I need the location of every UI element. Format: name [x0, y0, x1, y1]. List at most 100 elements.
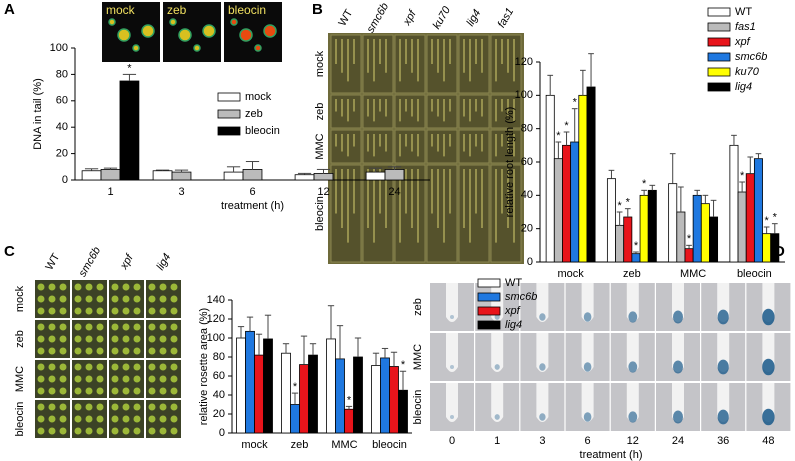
row-label: mock	[314, 50, 326, 77]
rosette	[170, 347, 178, 355]
column-label: xpf	[401, 8, 420, 28]
column-label: xpf	[118, 252, 137, 272]
stain	[762, 308, 775, 326]
y-tick-label: 40	[521, 189, 533, 201]
significance: *	[573, 97, 578, 109]
rosette	[37, 387, 45, 395]
stain	[762, 408, 775, 426]
error-bar	[245, 161, 260, 170]
rosette	[74, 283, 82, 291]
error-bar	[580, 69, 586, 96]
column-label: lig4	[154, 252, 173, 273]
rosette	[122, 427, 130, 435]
rosette	[74, 323, 82, 331]
y-tick-label: 20	[213, 408, 225, 420]
legend-swatch	[477, 306, 501, 316]
rosette	[48, 307, 56, 315]
rosette	[148, 363, 156, 371]
rosette	[37, 415, 45, 423]
rosette	[159, 387, 167, 395]
bar	[294, 174, 315, 181]
bar	[313, 172, 334, 181]
column-label: WT	[336, 7, 355, 28]
bar	[770, 233, 780, 263]
rosette	[37, 283, 45, 291]
x-tick-label: 1	[107, 186, 113, 198]
rosette	[148, 387, 156, 395]
bar	[119, 80, 140, 181]
rosette	[59, 347, 67, 355]
legend-swatch	[477, 292, 501, 302]
error-bar	[255, 333, 263, 356]
rosette	[170, 335, 178, 343]
rosette	[59, 295, 67, 303]
rosette	[159, 415, 167, 423]
error-bar	[678, 186, 684, 212]
bar	[762, 233, 772, 263]
x-tick-label: 3	[178, 186, 184, 198]
rosette	[96, 375, 104, 383]
root	[536, 283, 549, 322]
row-label: MMC	[14, 366, 26, 392]
rosette	[133, 387, 141, 395]
rosette	[96, 307, 104, 315]
error-bar	[309, 343, 317, 356]
bar	[236, 337, 246, 434]
y-tick-label: 80	[56, 68, 68, 80]
rosette	[111, 363, 119, 371]
rosette	[111, 347, 119, 355]
rosette	[133, 347, 141, 355]
bar	[753, 158, 763, 263]
error-bar	[624, 208, 631, 217]
rosette	[48, 323, 56, 331]
root	[491, 383, 504, 422]
row-label: bleocin	[412, 390, 424, 425]
rosette	[170, 363, 178, 371]
rosette	[85, 347, 93, 355]
legend-swatch	[477, 278, 501, 288]
error-bar	[669, 153, 676, 184]
x-tick-label: MMC	[331, 439, 357, 451]
significance: *	[634, 240, 639, 252]
error-bar	[264, 314, 272, 339]
error-bar	[390, 351, 398, 367]
rosette	[59, 427, 67, 435]
error-bar	[633, 251, 639, 254]
rosette	[111, 403, 119, 411]
bar	[553, 158, 563, 263]
rosette	[133, 427, 141, 435]
rosette	[133, 323, 141, 331]
x-tick-label: 12	[317, 186, 329, 198]
significance: *	[293, 381, 298, 393]
panel-letter: B	[312, 1, 323, 18]
rosette	[85, 363, 93, 371]
bar	[81, 170, 102, 181]
y-tick-label: 120	[207, 313, 225, 325]
row-label: MMC	[412, 344, 424, 370]
bar	[389, 366, 399, 434]
rosette	[133, 295, 141, 303]
legend-label: smc6b	[735, 51, 767, 63]
significance: *	[764, 215, 769, 227]
rosette	[111, 283, 119, 291]
bar	[700, 203, 710, 263]
rosette	[59, 307, 67, 315]
stain	[628, 361, 638, 373]
column-label: smc6b	[365, 1, 392, 35]
stain	[628, 311, 638, 323]
rosette	[74, 375, 82, 383]
legend-swatch	[707, 7, 731, 17]
rosette	[59, 335, 67, 343]
root	[491, 333, 504, 372]
bar	[281, 352, 291, 434]
bar	[344, 408, 354, 434]
legend-label: lig4	[505, 319, 522, 331]
error-bar	[710, 199, 717, 217]
root	[446, 333, 458, 372]
error-bar	[354, 337, 362, 357]
stain	[762, 358, 775, 376]
column-label: lig4	[464, 8, 483, 29]
bar	[709, 216, 719, 263]
panel-letter: C	[4, 243, 15, 260]
